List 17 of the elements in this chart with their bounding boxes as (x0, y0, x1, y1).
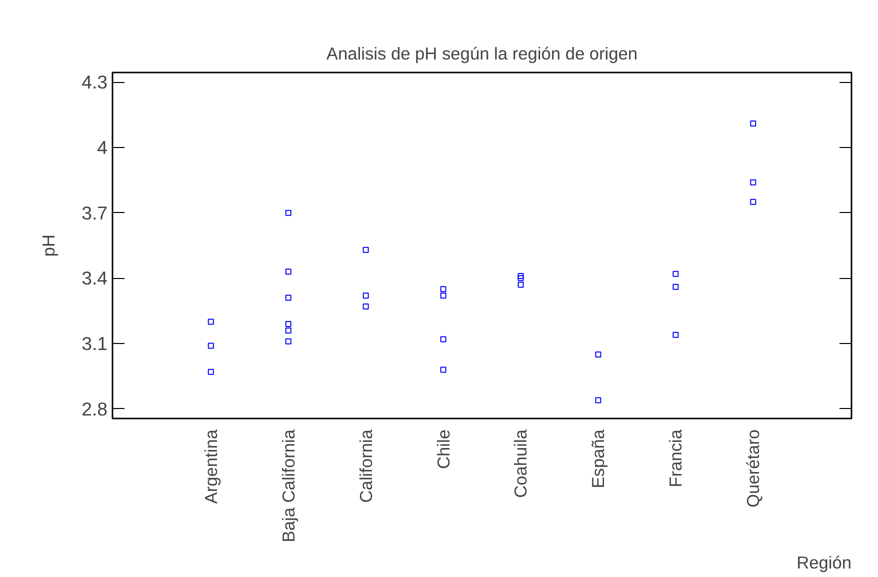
y-tick-label: 3.1 (82, 333, 108, 354)
x-tick-label: Coahuila (510, 429, 531, 498)
x-axis-title: Región (796, 552, 852, 572)
x-tick-label: Argentina (200, 429, 221, 504)
y-tick-label: 3.4 (82, 268, 108, 289)
y-tick-label: 4.3 (82, 72, 108, 93)
x-tick-label: California (356, 429, 376, 503)
chart-title: Analisis de pH según la región de origen (326, 44, 638, 64)
x-tick-label: Francia (666, 429, 686, 488)
x-tick-label: Querétaro (743, 429, 764, 508)
y-tick-label: 3.7 (82, 202, 108, 224)
x-tick-label: Chile (433, 429, 454, 469)
y-tick-label: 2.8 (82, 398, 108, 420)
x-tick-label: España (588, 429, 608, 488)
y-tick-label: 4 (97, 136, 108, 158)
x-tick-label: Baja California (278, 429, 298, 542)
y-axis-title: pH (38, 234, 59, 257)
